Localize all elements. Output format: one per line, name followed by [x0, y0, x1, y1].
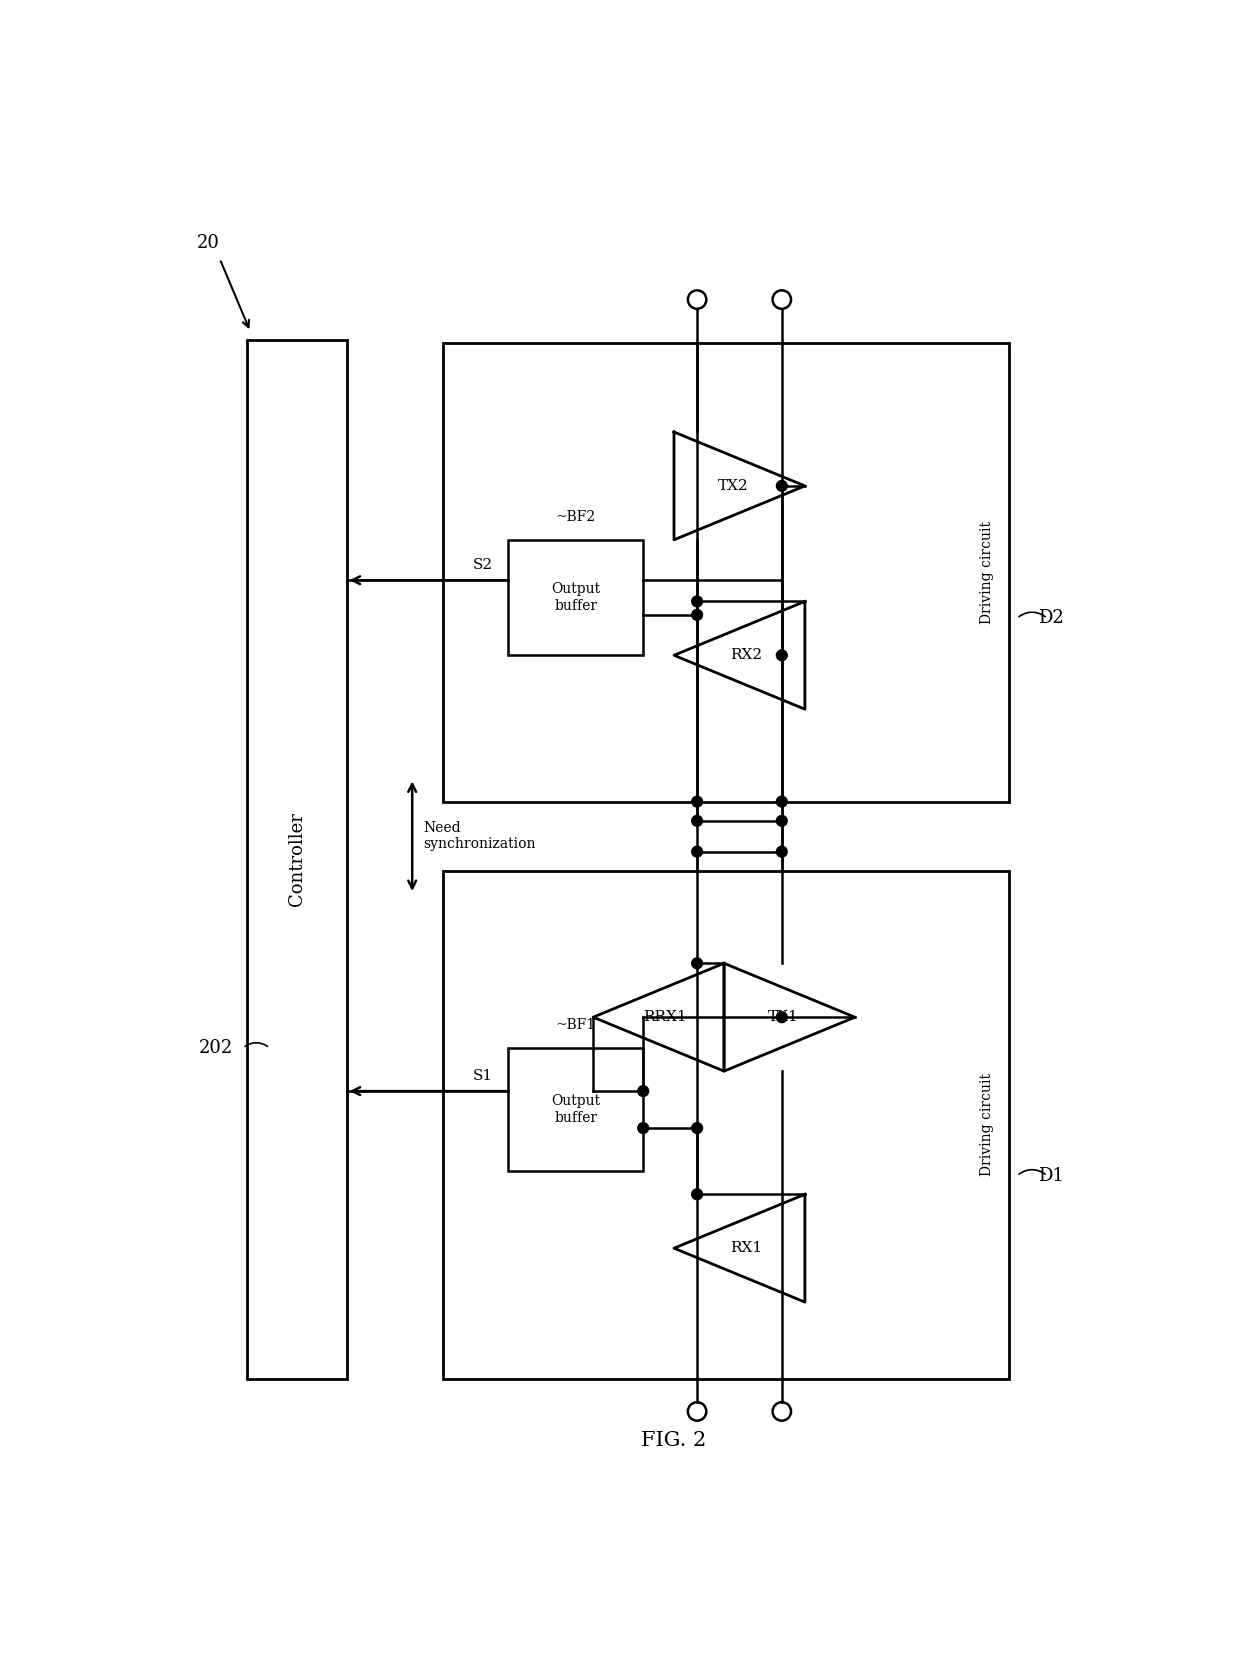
- Text: Driving circuit: Driving circuit: [981, 1074, 994, 1176]
- Circle shape: [692, 958, 703, 968]
- Bar: [443, 343, 1009, 802]
- Text: D2: D2: [1038, 610, 1064, 628]
- Text: TX2: TX2: [718, 479, 748, 492]
- Text: Output
buffer: Output buffer: [552, 583, 600, 613]
- Text: ~BF1: ~BF1: [556, 1018, 596, 1032]
- Circle shape: [692, 816, 703, 826]
- Text: Controller: Controller: [288, 812, 306, 906]
- Circle shape: [776, 796, 787, 807]
- Text: 20: 20: [197, 235, 219, 253]
- Circle shape: [776, 816, 787, 826]
- Text: 202: 202: [198, 1038, 233, 1057]
- Text: Output
buffer: Output buffer: [552, 1094, 600, 1124]
- Bar: [508, 539, 644, 655]
- Circle shape: [773, 1402, 791, 1420]
- Bar: [443, 871, 1009, 1379]
- Circle shape: [776, 1012, 787, 1023]
- Circle shape: [776, 650, 787, 660]
- Text: D1: D1: [1038, 1167, 1064, 1184]
- Circle shape: [637, 1085, 649, 1097]
- Text: RRX1: RRX1: [644, 1010, 687, 1023]
- Circle shape: [688, 290, 707, 308]
- Circle shape: [692, 1189, 703, 1199]
- Text: Need
synchronization: Need synchronization: [424, 821, 536, 851]
- Text: RX1: RX1: [730, 1241, 763, 1255]
- Text: S2: S2: [472, 558, 494, 571]
- Text: FIG. 2: FIG. 2: [641, 1430, 707, 1451]
- Circle shape: [692, 796, 703, 807]
- Text: ~BF2: ~BF2: [556, 509, 596, 524]
- Circle shape: [637, 1122, 649, 1134]
- Circle shape: [776, 481, 787, 491]
- Text: TX1: TX1: [768, 1010, 799, 1023]
- Text: RX2: RX2: [730, 648, 763, 662]
- Circle shape: [776, 846, 787, 858]
- Circle shape: [692, 1122, 703, 1134]
- Circle shape: [692, 596, 703, 606]
- Circle shape: [688, 1402, 707, 1420]
- Circle shape: [692, 846, 703, 858]
- Bar: [247, 340, 347, 1379]
- Text: Driving circuit: Driving circuit: [981, 521, 994, 625]
- Bar: [508, 1049, 644, 1171]
- Text: S1: S1: [472, 1069, 494, 1082]
- Circle shape: [692, 610, 703, 620]
- Circle shape: [773, 290, 791, 308]
